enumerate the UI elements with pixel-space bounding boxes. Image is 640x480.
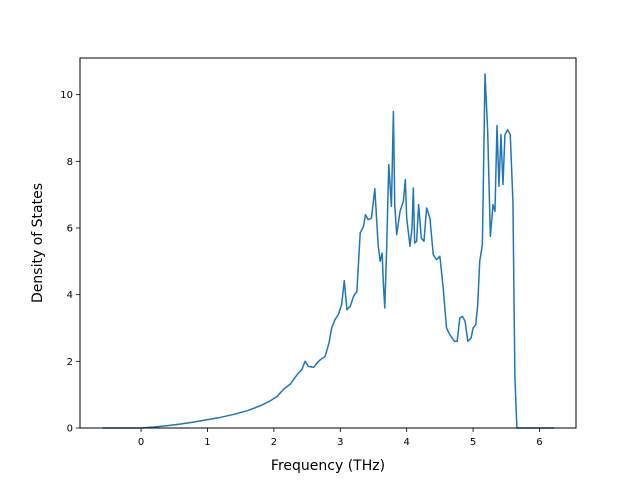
x-tick-label: 2	[271, 437, 277, 448]
x-axis-ticks: 0 1 2 3 4 5 6	[138, 428, 543, 448]
y-axis-ticks: 0 2 4 6 8 10	[60, 90, 80, 435]
plot-area	[102, 73, 555, 429]
y-axis-label: Density of States	[30, 183, 46, 303]
y-tick-label: 6	[67, 224, 73, 235]
y-tick-label: 4	[67, 290, 73, 301]
y-tick-label: 0	[67, 424, 73, 435]
x-tick-label: 4	[403, 437, 409, 448]
y-tick-label: 10	[60, 90, 73, 101]
y-tick-label: 8	[67, 157, 73, 168]
x-tick-label: 5	[470, 437, 476, 448]
x-tick-label: 0	[138, 437, 144, 448]
x-tick-label: 6	[536, 437, 542, 448]
dos-series-line-0	[102, 73, 555, 429]
axes-frame	[79, 57, 577, 429]
x-axis-label: Frequency (THz)	[271, 458, 385, 474]
x-tick-label: 1	[204, 437, 210, 448]
y-tick-label: 2	[67, 357, 73, 368]
x-tick-label: 3	[337, 437, 343, 448]
